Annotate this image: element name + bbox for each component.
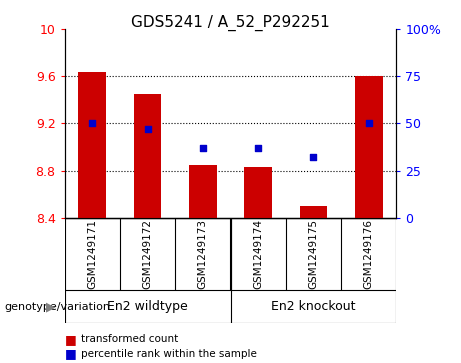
Point bbox=[199, 145, 207, 151]
Text: GSM1249176: GSM1249176 bbox=[364, 219, 374, 289]
Text: ■: ■ bbox=[65, 333, 76, 346]
Text: genotype/variation: genotype/variation bbox=[5, 302, 111, 312]
Text: En2 wildtype: En2 wildtype bbox=[107, 300, 188, 313]
Text: GSM1249174: GSM1249174 bbox=[253, 219, 263, 289]
Text: ■: ■ bbox=[65, 347, 76, 360]
Bar bbox=[189, 165, 217, 218]
Text: En2 knockout: En2 knockout bbox=[271, 300, 356, 313]
Text: transformed count: transformed count bbox=[81, 334, 178, 344]
Text: GDS5241 / A_52_P292251: GDS5241 / A_52_P292251 bbox=[131, 15, 330, 31]
Point bbox=[144, 126, 151, 132]
Text: percentile rank within the sample: percentile rank within the sample bbox=[81, 349, 257, 359]
Point bbox=[310, 155, 317, 160]
Bar bbox=[300, 206, 327, 218]
Point bbox=[89, 121, 96, 126]
Text: GSM1249172: GSM1249172 bbox=[142, 219, 153, 289]
Text: GSM1249173: GSM1249173 bbox=[198, 219, 208, 289]
Bar bbox=[78, 72, 106, 218]
Bar bbox=[355, 76, 383, 218]
Bar bbox=[244, 167, 272, 218]
Point bbox=[254, 145, 262, 151]
Text: GSM1249175: GSM1249175 bbox=[308, 219, 319, 289]
Text: ▶: ▶ bbox=[46, 300, 55, 313]
Bar bbox=[134, 94, 161, 218]
Text: GSM1249171: GSM1249171 bbox=[87, 219, 97, 289]
Point bbox=[365, 121, 372, 126]
